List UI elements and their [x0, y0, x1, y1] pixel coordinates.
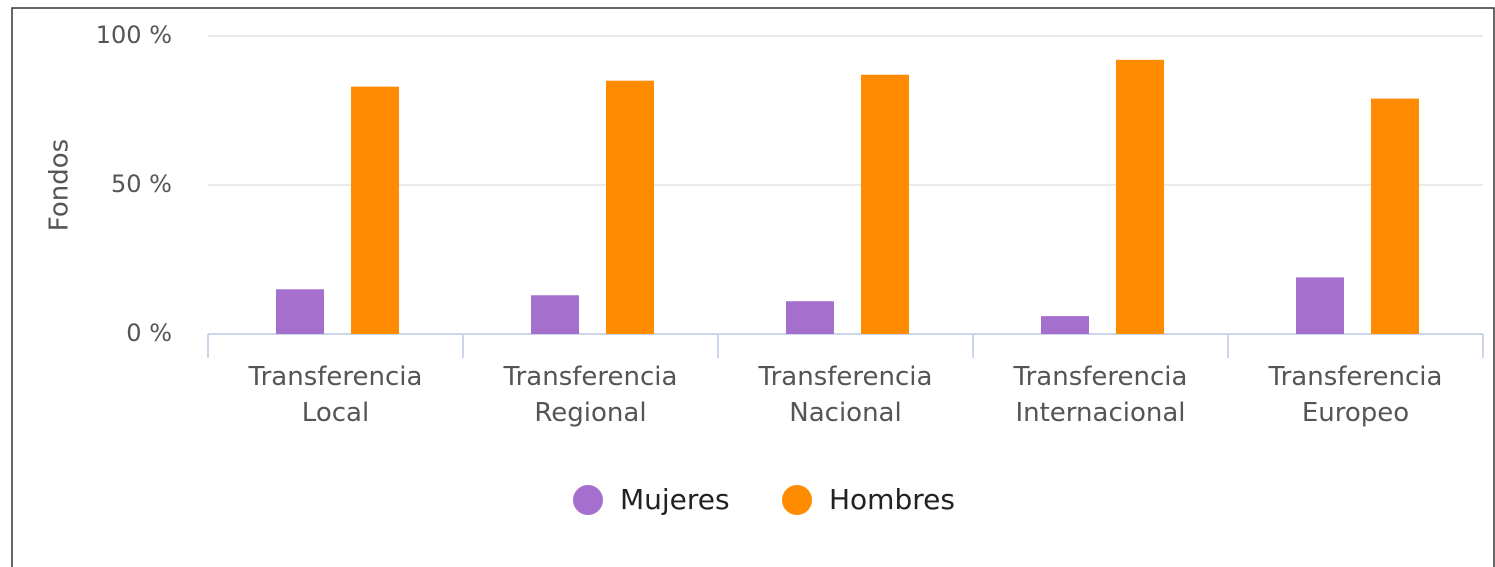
legend-marker: [782, 485, 812, 515]
x-tick-label-line: Transferencia: [1013, 362, 1188, 392]
x-tick-label: Transferencia Nacional: [758, 362, 933, 428]
bar: [1371, 99, 1419, 334]
legend-label: Mujeres: [620, 483, 730, 516]
x-tick-label-line: Nacional: [789, 398, 901, 428]
x-tick-label-line: Internacional: [1015, 398, 1185, 428]
bar: [351, 87, 399, 334]
chart: Fondos 0 %50 %100 %TransferenciaLocalTra…: [0, 0, 1495, 567]
y-axis-title: Fondos: [45, 139, 75, 231]
x-tick-label-line: Transferencia: [758, 362, 933, 392]
frame: [12, 8, 1494, 567]
x-tick-label: Transferencia Regional: [503, 362, 678, 428]
bar: [606, 81, 654, 334]
x-tick-label-line: Local: [302, 398, 369, 428]
bar: [786, 301, 834, 334]
y-tick-label: 0 %: [126, 319, 172, 347]
x-tick-label-line: Transferencia: [503, 362, 678, 392]
x-tick-label: Transferencia Europeo: [1268, 362, 1443, 428]
bar: [861, 75, 909, 334]
bar: [531, 295, 579, 334]
legend-marker: [573, 485, 603, 515]
bar: [276, 289, 324, 334]
x-tick-label: Transferencia Local: [248, 362, 423, 428]
x-tick-label-line: Europeo: [1302, 398, 1409, 428]
x-tick-label-line: Transferencia: [1268, 362, 1443, 392]
legend-label: Hombres: [829, 483, 955, 516]
x-tick-label-line: Regional: [534, 398, 646, 428]
x-tick-label-line: Transferencia: [248, 362, 423, 392]
bar: [1296, 277, 1344, 334]
y-tick-label: 100 %: [96, 21, 172, 49]
x-tick-label: Transferencia Internacional: [1013, 362, 1188, 428]
bar: [1041, 316, 1089, 334]
y-tick-label: 50 %: [111, 170, 172, 198]
bar: [1116, 60, 1164, 334]
